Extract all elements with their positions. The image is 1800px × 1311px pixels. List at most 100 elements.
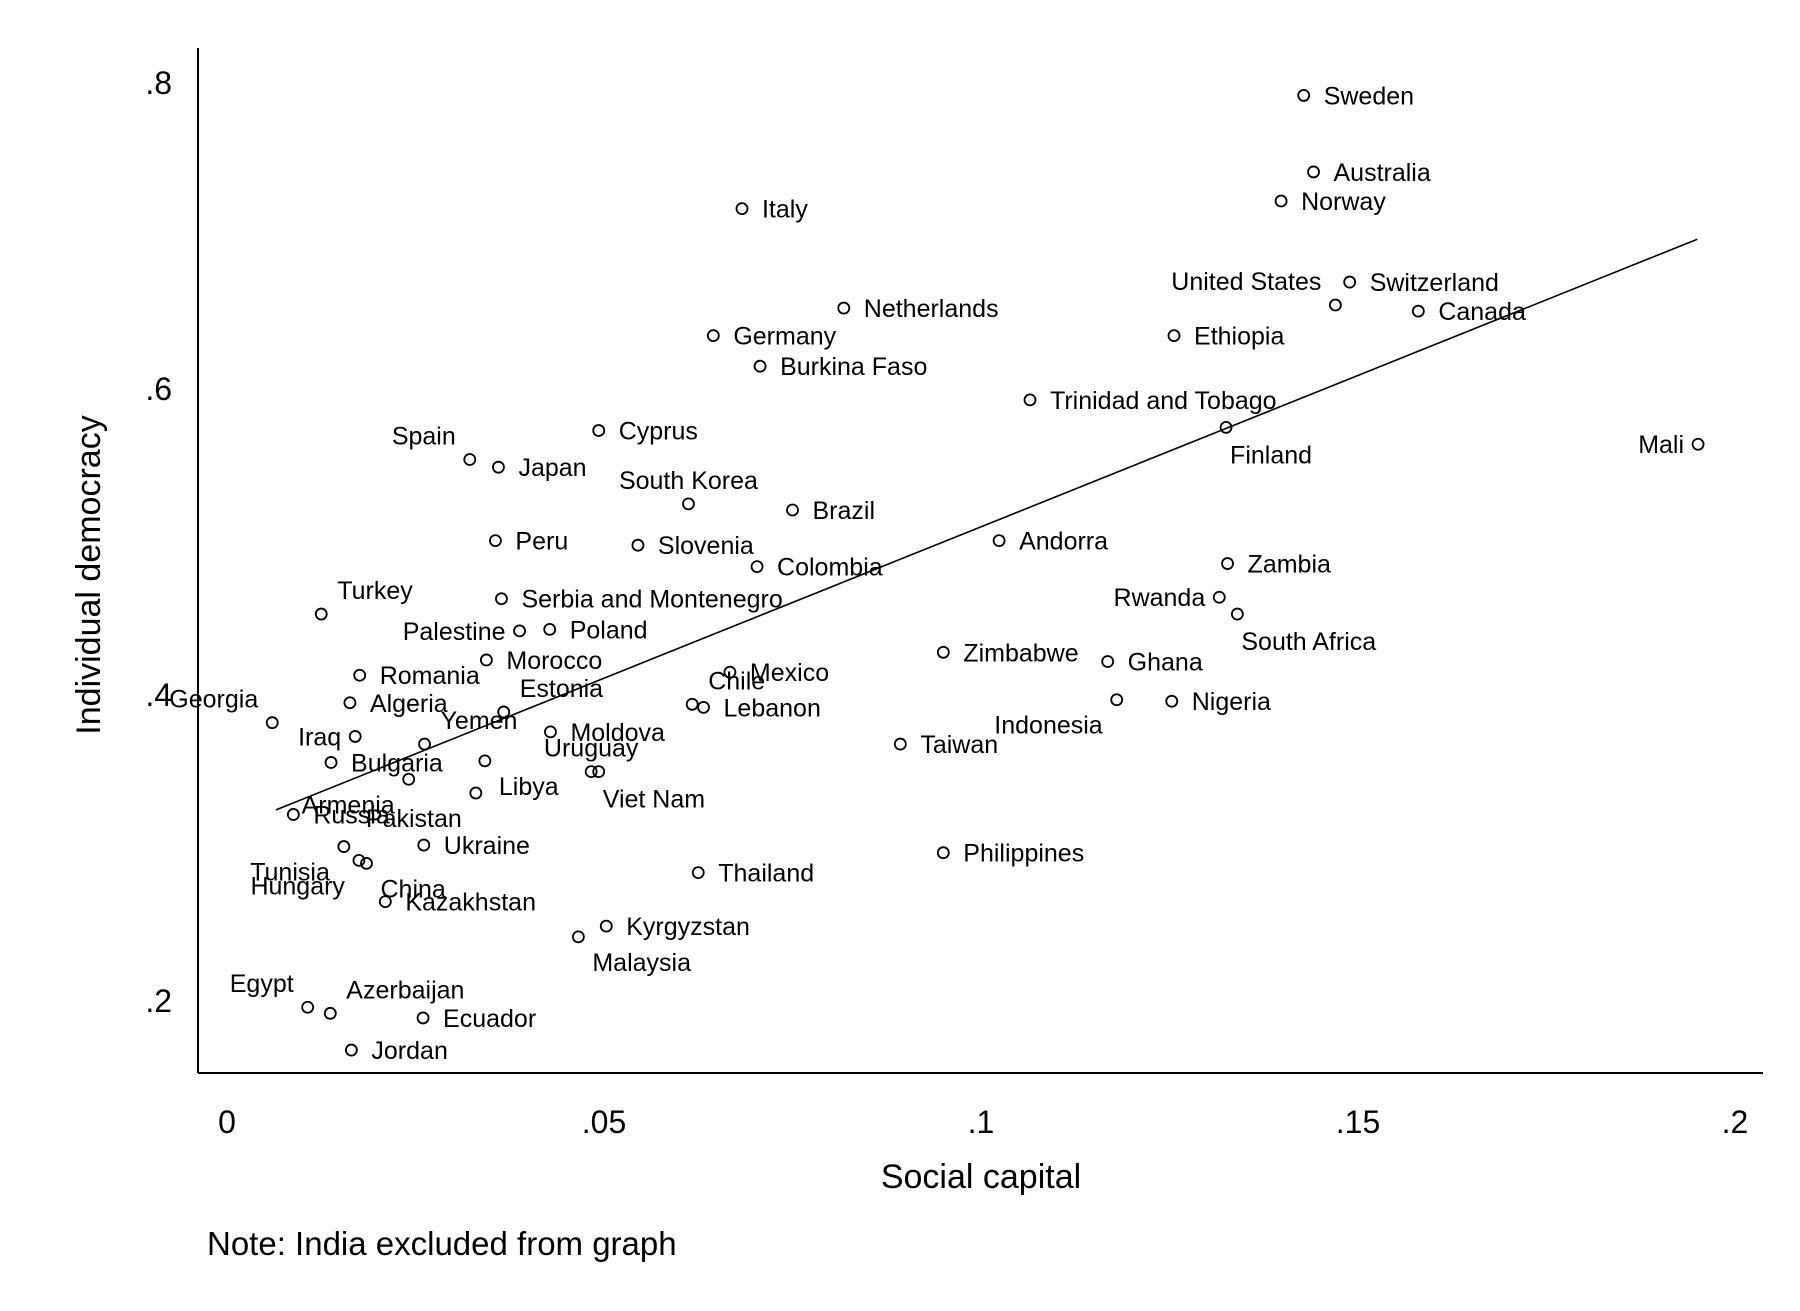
data-point	[750, 560, 764, 574]
point-label: Canada	[1438, 298, 1526, 326]
data-point	[592, 424, 606, 437]
data-point	[936, 645, 950, 659]
point-label: Brazil	[813, 497, 876, 525]
data-point	[584, 765, 598, 779]
data-point	[697, 700, 710, 714]
data-point	[497, 705, 511, 719]
data-point	[592, 765, 606, 779]
fit-line-group	[275, 238, 1698, 811]
point-label: Germany	[733, 323, 836, 351]
point-label: Egypt	[230, 970, 294, 998]
data-point	[1165, 694, 1179, 708]
data-point	[513, 624, 526, 638]
data-point	[936, 846, 950, 860]
point-label: Philippines	[963, 840, 1084, 868]
point-label: Viet Nam	[603, 786, 705, 814]
point-label: Kazakhstan	[405, 889, 536, 917]
point-label: Estonia	[520, 675, 603, 703]
data-point	[479, 653, 493, 667]
point-label: South Africa	[1241, 628, 1376, 656]
data-point	[691, 866, 705, 879]
data-point	[402, 772, 416, 786]
x-tick-labels: 0 .05 .1 .15 .2	[218, 1104, 1748, 1140]
point-label: Thailand	[718, 860, 814, 888]
point-label: United States	[1171, 268, 1321, 296]
point-label: Japan	[518, 454, 586, 482]
point-label: Ecuador	[443, 1005, 536, 1033]
point-label: Uruguay	[544, 735, 639, 763]
data-point	[416, 1011, 430, 1025]
point-label: Palestine	[403, 618, 506, 646]
point-label: Sweden	[1324, 82, 1414, 110]
data-point	[631, 538, 645, 552]
data-point	[378, 895, 392, 909]
point-label: Andorra	[1019, 528, 1108, 556]
x-tick-label: .15	[1336, 1104, 1380, 1140]
point-label: Armenia	[302, 791, 395, 819]
data-point	[735, 202, 749, 216]
point-label: Kyrgyzstan	[626, 913, 750, 941]
data-point	[1023, 393, 1037, 407]
point-label: Cyprus	[619, 417, 698, 445]
y-tick-label: .6	[145, 371, 172, 407]
point-label: Spain	[392, 423, 456, 451]
point-label: Hungary	[250, 872, 345, 900]
data-point	[324, 756, 338, 769]
x-axis-title: Social capital	[881, 1158, 1081, 1196]
data-point	[1221, 557, 1234, 570]
data-point	[417, 838, 431, 852]
axis-frame	[197, 48, 1763, 1074]
x-tick-label: .2	[1722, 1104, 1749, 1140]
data-point	[323, 1006, 337, 1020]
point-label: Romania	[380, 662, 480, 690]
point-label: Ethiopia	[1194, 323, 1284, 351]
y-tick-label: .8	[145, 65, 172, 101]
data-point	[1167, 329, 1181, 343]
data-point	[348, 730, 362, 743]
point-label: Yemen	[441, 707, 518, 735]
point-label: Norway	[1301, 188, 1386, 216]
data-point	[345, 1043, 358, 1057]
point-label: Taiwan	[920, 731, 998, 759]
point-label: Australia	[1334, 159, 1431, 187]
point-label: Peru	[515, 528, 568, 556]
data-point	[685, 697, 699, 711]
data-point	[706, 329, 720, 343]
point-label: Iraq	[298, 723, 341, 751]
point-label: Trinidad and Tobago	[1050, 387, 1277, 415]
data-point	[1219, 421, 1233, 434]
data-point	[837, 301, 851, 315]
data-point	[1274, 194, 1288, 208]
data-point	[492, 460, 505, 474]
point-label: Moldova	[570, 719, 665, 747]
data-point	[1307, 165, 1320, 179]
data-point	[352, 853, 366, 867]
point-label: Serbia and Montenegro	[521, 586, 782, 614]
data-point	[893, 737, 907, 751]
point-label: Poland	[570, 616, 648, 644]
x-tick-label: .1	[968, 1104, 995, 1140]
x-tick-label: .05	[582, 1104, 626, 1140]
point-label: South Korea	[619, 467, 758, 495]
point-label: Russia	[313, 801, 390, 829]
point-label: Malaysia	[592, 949, 691, 977]
data-point	[469, 786, 483, 800]
chart-note: Note: India excluded from graph	[207, 1225, 677, 1262]
data-point	[1328, 298, 1342, 312]
data-point	[301, 1000, 315, 1014]
point-label: Switzerland	[1370, 269, 1499, 297]
point-label: Italy	[762, 196, 808, 224]
data-point	[1297, 89, 1311, 102]
data-point	[682, 497, 695, 511]
x-tick-label: 0	[218, 1104, 236, 1140]
point-label: Pakistan	[366, 805, 462, 833]
fit-line	[275, 238, 1698, 811]
data-point	[353, 668, 367, 682]
data-point	[1230, 607, 1244, 621]
data-points	[265, 89, 1705, 1057]
data-point	[1411, 304, 1425, 318]
point-label: Nigeria	[1192, 688, 1271, 716]
point-label: Rwanda	[1114, 584, 1206, 612]
data-point	[314, 607, 328, 621]
data-point	[343, 696, 357, 710]
